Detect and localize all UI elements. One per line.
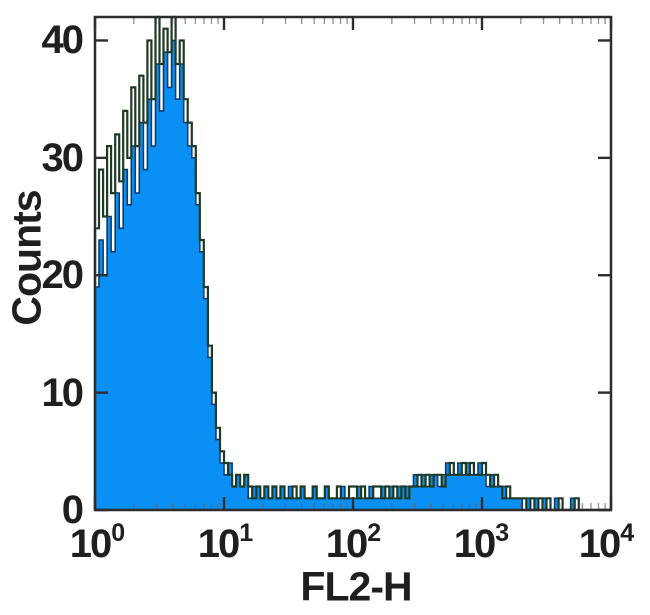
y-tick-label-30: 30 <box>41 136 85 180</box>
x-tick-base: 10 <box>325 522 368 566</box>
x-tick-label-1e3: 103 <box>453 519 509 572</box>
y-tick-label-40: 40 <box>41 18 85 62</box>
x-tick-base: 10 <box>197 522 240 566</box>
outline-histogram-series <box>93 15 611 512</box>
x-axis-title: FL2-H <box>300 563 412 610</box>
x-tick-base: 10 <box>578 522 621 566</box>
x-tick-exponent: 4 <box>620 519 634 547</box>
y-tick-label-0: 0 <box>61 488 84 532</box>
x-tick-label-1e2: 102 <box>325 519 381 572</box>
y-axis-title: Counts <box>3 190 50 326</box>
y-tick-label-10: 10 <box>41 371 85 415</box>
axes-box <box>93 15 613 512</box>
x-tick-exponent: 1 <box>239 519 253 547</box>
x-tick-label-1e0: 100 <box>69 519 125 572</box>
x-tick-label-1e1: 101 <box>197 519 253 572</box>
y-tick-label-20: 20 <box>41 253 85 297</box>
x-tick-base: 10 <box>453 522 496 566</box>
x-tick-exponent: 2 <box>367 519 381 547</box>
x-tick-exponent: 0 <box>111 519 125 547</box>
x-tick-label-1e4: 104 <box>578 519 634 572</box>
x-tick-base: 10 <box>69 522 112 566</box>
x-tick-exponent: 3 <box>495 519 509 547</box>
filled-histogram-series <box>94 39 611 511</box>
